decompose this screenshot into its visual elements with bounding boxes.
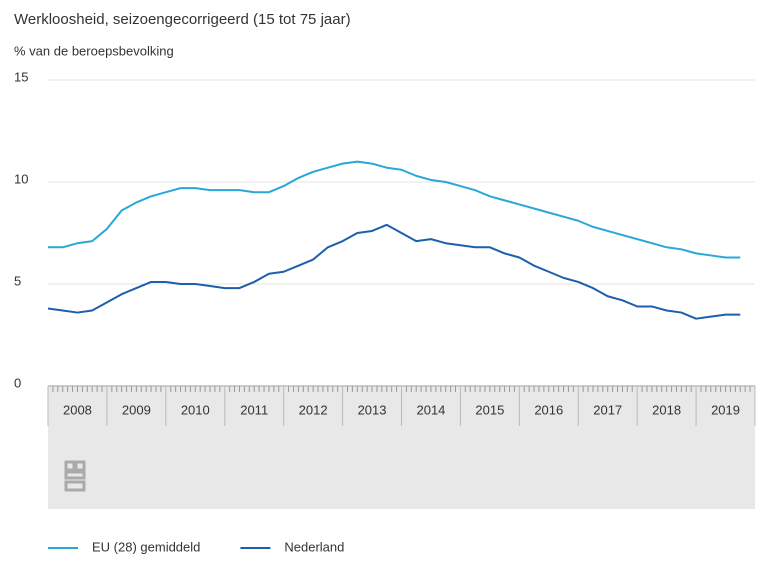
series-line (48, 160, 741, 259)
series-line (47, 223, 741, 320)
x-tick-label: 2017 (593, 402, 622, 417)
x-tick-label: 2014 (416, 402, 445, 417)
legend-label: EU (28) gemiddeld (92, 539, 200, 554)
x-tick-label: 2012 (299, 402, 328, 417)
logo (64, 460, 86, 492)
x-tick-label: 2015 (475, 402, 504, 417)
chart-title: Werkloosheid, seizoengecorrigeerd (15 to… (14, 11, 351, 28)
y-tick-label: 15 (14, 69, 28, 84)
x-tick-label: 2019 (711, 402, 740, 417)
x-tick-label: 2018 (652, 402, 681, 417)
y-tick-label: 5 (14, 273, 21, 288)
legend-label: Nederland (284, 539, 344, 554)
x-tick-label: 2009 (122, 402, 151, 417)
x-tick-label: 2008 (63, 402, 92, 417)
x-tick-label: 2016 (534, 402, 563, 417)
y-axis-label: % van de beroepsbevolking (14, 43, 174, 58)
y-tick-label: 10 (14, 171, 28, 186)
y-tick-label: 0 (14, 375, 21, 390)
x-tick-label: 2013 (358, 402, 387, 417)
x-tick-label: 2011 (240, 402, 268, 417)
x-tick-label: 2010 (181, 402, 210, 417)
